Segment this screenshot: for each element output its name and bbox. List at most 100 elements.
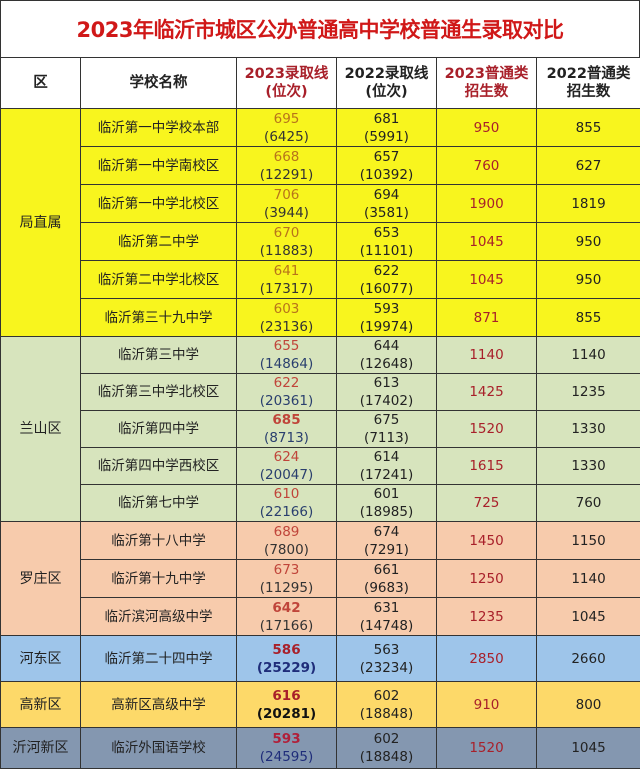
header-line-2023-sub: (位次) xyxy=(265,84,308,100)
score-2022: 653 xyxy=(373,224,400,241)
score-2022: 602 xyxy=(373,731,400,747)
score-2023: 641 xyxy=(273,262,300,279)
score-2023: 642 xyxy=(272,599,301,616)
enroll-2022: 1819 xyxy=(536,184,640,223)
score-2022: 657 xyxy=(373,148,400,165)
rank-2023: (6425) xyxy=(264,128,309,145)
score-2023: 610 xyxy=(273,486,300,502)
table-row: 兰山区 临沂第三中学 655 (14864) 644 (12648) 1140 1140 xyxy=(0,336,640,522)
enroll-2022: 1140 xyxy=(536,336,640,374)
enroll-2023: 1520 xyxy=(436,410,537,448)
score-2022: 614 xyxy=(373,449,400,465)
header-enroll-2023-sub: 招生数 xyxy=(464,84,509,100)
score-2022: 674 xyxy=(373,523,400,540)
rank-2022: (17241) xyxy=(359,467,414,483)
table-row: 临沂滨河高级中学 642 (17166) 631 (14748) 1235 1045 xyxy=(0,597,640,636)
school-name: 临沂第四中学西校区 xyxy=(80,447,237,485)
line-2023-cell: 622 (20361) xyxy=(236,373,337,411)
enroll-2023: 1250 xyxy=(436,559,537,598)
score-2022: 644 xyxy=(373,338,400,354)
school-name: 临沂第七中学 xyxy=(80,484,237,522)
enroll-2023: 950 xyxy=(436,108,537,147)
score-2022: 694 xyxy=(373,186,400,203)
line-2022-cell: 613 (17402) xyxy=(336,373,437,411)
school-name: 临沂第十八中学 xyxy=(80,521,237,560)
line-2022-cell: 657 (10392) xyxy=(336,146,437,185)
enroll-2022: 1330 xyxy=(536,410,640,448)
rank-2022: (10392) xyxy=(359,166,414,183)
rank-2023: (20361) xyxy=(259,393,314,409)
table-row: 临沂第一中学南校区 668 (12291) 657 (10392) 760 627 xyxy=(0,146,640,185)
table-row: 临沂第二中学北校区 641 (17317) 622 (16077) 1045 950 xyxy=(0,260,640,299)
school-name: 临沂第二中学北校区 xyxy=(80,260,237,299)
rank-2023: (7800) xyxy=(264,541,309,558)
score-2023: 603 xyxy=(273,300,300,317)
line-2023-cell: 689 (7800) xyxy=(236,521,337,560)
rank-2023: (11883) xyxy=(259,242,314,259)
line-2023-cell: 642 (17166) xyxy=(236,597,337,636)
score-2023: 593 xyxy=(272,731,301,747)
rank-2022: (7113) xyxy=(364,430,409,446)
header-enroll-2022-sub: 招生数 xyxy=(566,84,611,100)
table-row: 临沂第四中学 685 (8713) 675 (7113) 1520 1330 xyxy=(0,410,640,448)
table-row: 临沂第三中学北校区 622 (20361) 613 (17402) 1425 1235 xyxy=(0,373,640,411)
rank-2022: (18848) xyxy=(359,705,414,722)
enroll-2023: 1235 xyxy=(436,597,537,636)
enroll-2023: 910 xyxy=(436,681,537,728)
enroll-2023: 871 xyxy=(436,298,537,337)
score-2023: 624 xyxy=(273,449,300,465)
line-2022-cell: 602 (18848) xyxy=(336,681,437,728)
score-2023: 622 xyxy=(273,375,300,391)
line-2023-cell: 655 (14864) xyxy=(236,336,337,374)
enroll-2022: 855 xyxy=(536,108,640,147)
line-2023-cell: 586 (25229) xyxy=(236,635,337,682)
rank-2023: (12291) xyxy=(259,166,314,183)
school-name: 临沂第三中学北校区 xyxy=(80,373,237,411)
header-school: 学校名称 xyxy=(80,57,237,109)
rank-2022: (11101) xyxy=(359,242,414,259)
school-name: 临沂滨河高级中学 xyxy=(80,597,237,636)
line-2023-cell: 641 (17317) xyxy=(236,260,337,299)
enroll-2022: 800 xyxy=(536,681,640,728)
school-name: 临沂第一中学校本部 xyxy=(80,108,237,147)
enroll-2022: 855 xyxy=(536,298,640,337)
line-2022-cell: 681 (5991) xyxy=(336,108,437,147)
rank-2022: (19974) xyxy=(359,318,414,335)
score-2022: 631 xyxy=(373,599,400,616)
rank-2022: (16077) xyxy=(359,280,414,297)
line-2022-cell: 602 (18848) xyxy=(336,727,437,769)
district-cell: 沂河新区 xyxy=(0,727,81,769)
district-cell: 兰山区 xyxy=(0,336,81,522)
header-line-2023-main: 2023录取线 xyxy=(244,66,329,82)
line-2023-cell: 616 (20281) xyxy=(236,681,337,728)
rank-2023: (14864) xyxy=(259,356,314,372)
line-2023-cell: 670 (11883) xyxy=(236,222,337,261)
line-2022-cell: 661 (9683) xyxy=(336,559,437,598)
enroll-2023: 1520 xyxy=(436,727,537,769)
score-2023: 695 xyxy=(273,110,300,127)
score-2023: 685 xyxy=(272,412,301,428)
school-name: 临沂第十九中学 xyxy=(80,559,237,598)
header-enroll-2022: 2022普通类 招生数 xyxy=(536,57,640,109)
header-line-2023: 2023录取线 (位次) xyxy=(236,57,337,109)
table-title: 2023年临沂市城区公办普通高中学校普通生录取对比 xyxy=(0,0,640,57)
line-2022-cell: 631 (14748) xyxy=(336,597,437,636)
score-2023: 668 xyxy=(273,148,300,165)
header-enroll-2022-main: 2022普通类 xyxy=(546,66,631,82)
school-name: 临沂第四中学 xyxy=(80,410,237,448)
score-2023: 706 xyxy=(273,186,300,203)
header-line-2022-sub: (位次) xyxy=(365,84,408,100)
enroll-2023: 1045 xyxy=(436,260,537,299)
table-row: 河东区 临沂第二十四中学 586 (25229) 563 (23234) 2850 2660 xyxy=(0,635,640,682)
line-2023-cell: 673 (11295) xyxy=(236,559,337,598)
rank-2023: (25229) xyxy=(256,659,317,676)
table-row: 临沂第一中学北校区 706 (3944) 694 (3581) 1900 1819 xyxy=(0,184,640,223)
table-row: 临沂第四中学西校区 624 (20047) 614 (17241) 1615 1330 xyxy=(0,447,640,485)
enroll-2023: 2850 xyxy=(436,635,537,682)
rank-2023: (17166) xyxy=(259,617,314,634)
header-line-2022: 2022录取线 (位次) xyxy=(336,57,437,109)
enroll-2022: 2660 xyxy=(536,635,640,682)
line-2023-cell: 603 (23136) xyxy=(236,298,337,337)
rank-2022: (18848) xyxy=(359,749,414,765)
enroll-2023: 1450 xyxy=(436,521,537,560)
